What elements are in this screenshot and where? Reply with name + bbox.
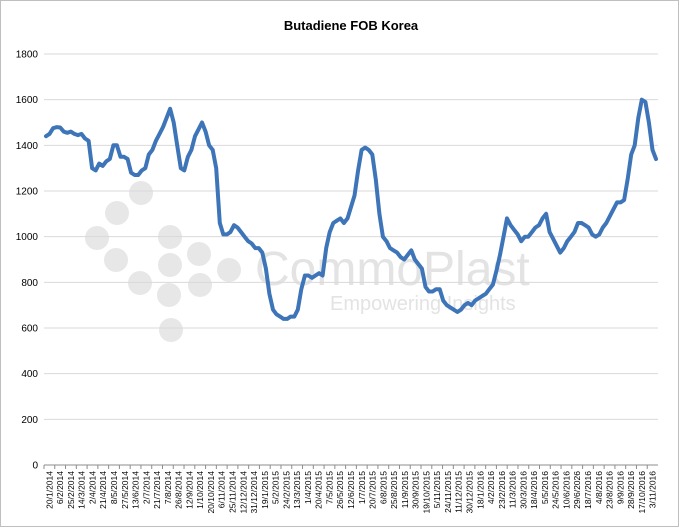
x-tick-label: 21/7/2014 [152, 471, 162, 509]
y-tick-label: 1200 [16, 187, 39, 198]
x-tick-label: 31/12/2014 [249, 471, 259, 514]
x-tick-label: 12/12/2014 [238, 471, 248, 514]
y-tick-label: 800 [21, 278, 38, 289]
x-tick-label: 4/8/2016 [594, 471, 604, 504]
chart-title: Butadiene FOB Korea [284, 18, 419, 33]
x-tick-label: 2/7/2014 [141, 471, 151, 504]
x-tick-label: 5/5/2016 [540, 471, 550, 504]
y-axis-ticks: 0 200 400 600 800 1000 1200 1400 1600 1800 [16, 50, 39, 472]
watermark-dot [129, 181, 153, 205]
watermark-dot [217, 258, 241, 282]
x-tick-label: 13/3/2015 [292, 471, 302, 509]
x-tick-label: 18/1/2016 [475, 471, 485, 509]
watermark-logo: CommoPlast Empowering Insights [85, 181, 530, 342]
x-tick-label: 8/5/2014 [109, 471, 119, 504]
x-tick-label: 30/9/2015 [411, 471, 421, 509]
x-tick-label: 27/5/2014 [120, 471, 130, 509]
watermark-dot [159, 318, 183, 342]
x-tick-label: 25/2/2014 [66, 471, 76, 509]
x-tick-label: 20/7/2015 [368, 471, 378, 509]
x-tick-label: 28/9/2016 [626, 471, 636, 509]
watermark-dot [85, 226, 109, 250]
y-tick-label: 400 [21, 369, 38, 380]
x-tick-label: 6/2/2014 [55, 471, 65, 504]
x-tick-label: 12/9/2014 [184, 471, 194, 509]
x-tick-label: 6/11/2014 [217, 471, 227, 508]
y-tick-label: 600 [21, 324, 38, 335]
watermark-dot [188, 273, 212, 297]
watermark-tagline: Empowering Insights [330, 293, 516, 315]
x-tick-label: 20/4/2015 [314, 471, 324, 509]
x-tick-label: 12/6/2015 [346, 471, 356, 509]
x-tick-label: 18/4/2016 [529, 471, 539, 509]
x-tick-label: 11/12/2015 [454, 471, 464, 513]
x-tick-label: 30/3/2016 [518, 471, 528, 509]
x-tick-label: 18/7/2016 [583, 471, 593, 509]
y-tick-label: 1800 [16, 50, 39, 61]
x-tick-label: 25/8/2015 [389, 471, 399, 509]
x-tick-label: 17/10/2016 [637, 471, 647, 514]
x-tick-label: 26/5/2015 [335, 471, 345, 509]
y-tick-label: 1000 [16, 232, 39, 243]
watermark-dot [105, 201, 129, 225]
x-tick-label: 11/9/2015 [400, 471, 410, 508]
x-tick-label: 20/10/2014 [206, 471, 216, 514]
x-tick-label: 19/10/2015 [421, 471, 431, 514]
y-tick-label: 1400 [16, 141, 39, 152]
y-tick-label: 1600 [16, 95, 39, 106]
x-tick-label: 7/8/2014 [163, 471, 173, 504]
watermark-dot [157, 283, 181, 307]
y-tick-label: 200 [21, 415, 38, 426]
x-tick-label: 5/2/2015 [271, 471, 281, 504]
x-tick-label: 23/2/2016 [497, 471, 507, 509]
x-tick-label: 29/6/2026 [572, 471, 582, 509]
x-tick-label: 13/6/2014 [131, 471, 141, 509]
x-tick-label: 24/2/2015 [281, 471, 291, 509]
x-tick-label: 14/3/2014 [77, 471, 87, 509]
x-tick-label: 24/11/2015 [443, 471, 453, 513]
x-tick-label: 7/5/2015 [324, 471, 334, 504]
x-tick-label: 9/9/2016 [615, 471, 625, 504]
series-line [44, 97, 658, 321]
x-tick-label: 11/3/2016 [508, 471, 518, 508]
watermark-dot [187, 242, 211, 266]
watermark-dot [158, 253, 182, 277]
x-tick-label: 3/11/2016 [648, 471, 658, 508]
x-tick-label: 25/11/2014 [228, 471, 238, 513]
x-tick-label: 1/7/2015 [357, 471, 367, 504]
x-tick-label: 23/8/2016 [605, 471, 615, 509]
x-tick-label: 1/10/2014 [195, 471, 205, 509]
y-tick-label: 0 [32, 461, 38, 472]
y-gridlines [44, 53, 658, 420]
x-tick-label: 30/12/2015 [464, 471, 474, 514]
x-tick-label: 1/4/2015 [303, 471, 313, 504]
watermark-dot [104, 248, 128, 272]
x-tick-label: 26/8/2014 [174, 471, 184, 509]
x-tick-label: 6/8/2015 [378, 471, 388, 504]
x-tick-label: 4/2/2016 [486, 471, 496, 504]
x-axis-ticks: 20/1/2014 6/2/2014 25/2/2014 14/3/2014 2/4/2… [43, 465, 658, 514]
x-tick-label: 2/4/2014 [87, 471, 97, 504]
x-tick-label: 19/1/2015 [260, 471, 270, 509]
watermark-dot [128, 271, 152, 295]
x-tick-label: 10/6/2016 [561, 471, 571, 509]
x-tick-label: 21/4/2014 [98, 471, 108, 509]
x-tick-label: 20/1/2014 [44, 471, 54, 509]
x-tick-label: 24/5/2016 [551, 471, 561, 509]
x-tick-label: 5/11/2015 [432, 471, 442, 508]
